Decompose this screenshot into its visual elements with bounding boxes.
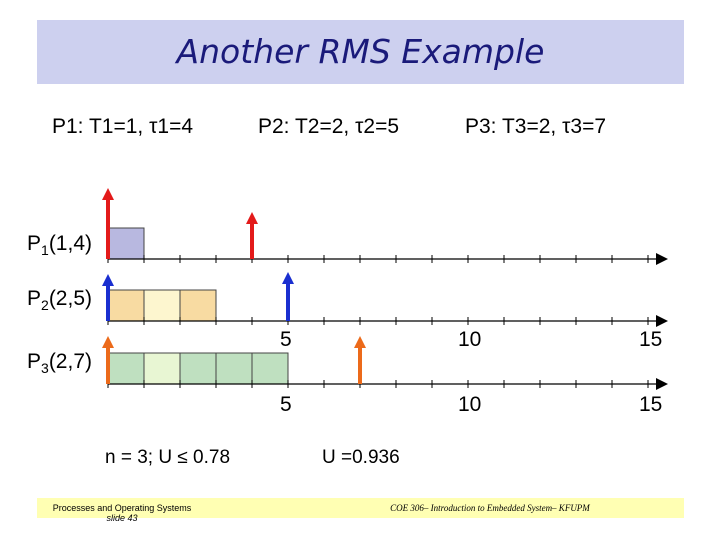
p2-ticks — [107, 317, 649, 325]
p2-exec-block-1 — [107, 289, 145, 322]
axis-label-5-upper: 5 — [280, 328, 292, 351]
slide-number: slide 43 — [106, 513, 138, 523]
task-label-p2: P2(2,5) — [27, 287, 92, 314]
axis-label-5-lower: 5 — [280, 393, 292, 416]
axis-label-15-lower: 15 — [639, 393, 663, 416]
p2-exec-block-3 — [179, 289, 217, 322]
title-bar: Another RMS Example — [37, 20, 684, 84]
p1-arrowhead-0 — [102, 188, 114, 200]
p3-exec-block-2 — [143, 352, 181, 385]
p3-exec-block-5 — [251, 352, 289, 385]
param-p2: P2: T2=2, τ2=5 — [258, 115, 400, 138]
p2-arrowhead-5 — [282, 272, 294, 284]
slide-title: Another RMS Example — [176, 32, 545, 71]
p3-exec-block-1 — [107, 352, 145, 385]
task-label-p1: P1(1,4) — [27, 232, 92, 259]
p3-arrowhead-0 — [102, 336, 114, 348]
p1-ticks — [107, 255, 649, 263]
footer-bar — [37, 498, 684, 518]
param-p3: P3: T3=2, τ3=7 — [465, 115, 607, 138]
footer-course: Processes and Operating Systems slide 43 — [42, 503, 202, 523]
p2-exec-block-2 — [143, 289, 181, 322]
footer-course-code: COE 306– Introduction to Embedded System… — [390, 503, 590, 513]
p3-exec-block-4 — [215, 352, 253, 385]
p2-arrowhead-0 — [102, 274, 114, 286]
p3-exec-block-3 — [179, 352, 217, 385]
task-label-p3: P3(2,7) — [27, 350, 92, 377]
p1-exec-block — [107, 227, 145, 260]
axis-label-10-upper: 10 — [458, 328, 482, 351]
utilization-value: U =0.936 — [322, 447, 400, 468]
axis-label-15-upper: 15 — [639, 328, 663, 351]
utilization-bound: n = 3; U ≤ 0.78 — [105, 447, 231, 468]
axis-label-10-lower: 10 — [458, 393, 482, 416]
p1-arrowhead-4 — [246, 212, 258, 224]
param-p1: P1: T1=1, τ1=4 — [52, 115, 194, 138]
p3-arrowhead-7 — [354, 336, 366, 348]
